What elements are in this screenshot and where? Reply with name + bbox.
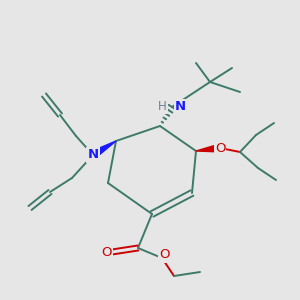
Text: H: H (158, 100, 167, 113)
Text: O: O (215, 142, 225, 154)
Polygon shape (91, 141, 116, 158)
Text: N: N (175, 100, 186, 113)
Polygon shape (196, 144, 220, 152)
Text: O: O (102, 245, 112, 259)
Text: N: N (87, 148, 99, 161)
Text: O: O (159, 248, 169, 262)
